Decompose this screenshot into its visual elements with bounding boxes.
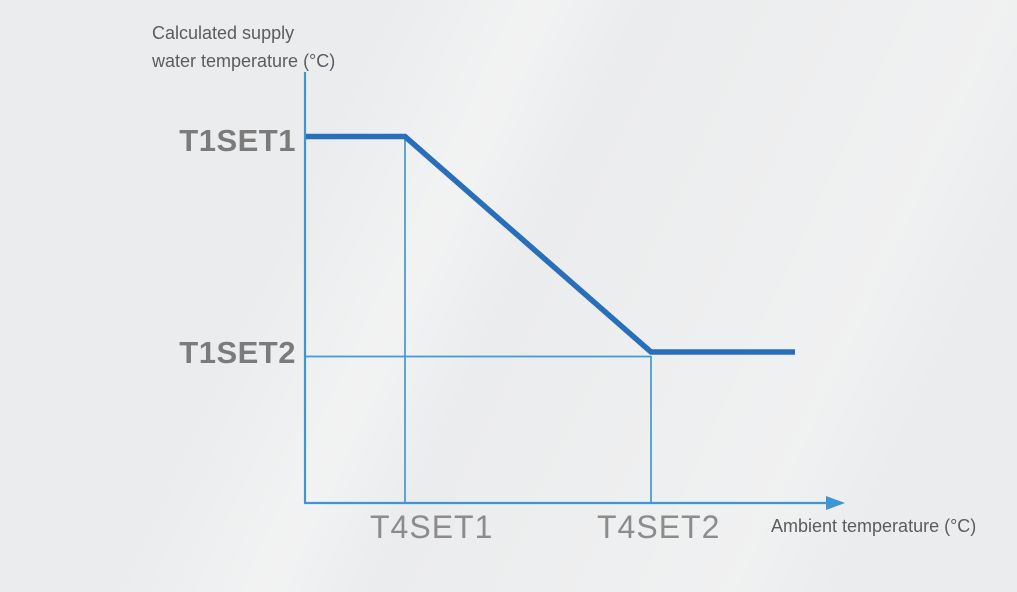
t1set2-label: T1SET2 (179, 335, 296, 370)
x-axis-arrow-icon (826, 496, 845, 510)
x-axis-title: Ambient temperature (°C) (771, 516, 977, 536)
t4set1-label: T4SET1 (370, 509, 494, 545)
t4set2-label: T4SET2 (597, 509, 721, 545)
t1set1-label: T1SET1 (179, 123, 296, 158)
heating-curve-line (306, 133, 795, 355)
y-axis-title-line1: Calculated supply (152, 23, 295, 43)
y-axis-title: Calculated supply water temperature (°C) (152, 19, 335, 75)
y-axis-title-line2: water temperature (°C) (152, 51, 336, 71)
